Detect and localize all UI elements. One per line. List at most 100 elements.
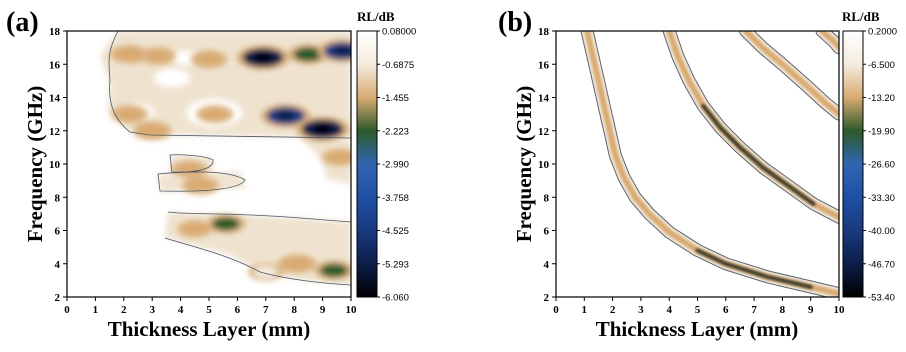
- colorbar-labels-a: 0.08000 -0.6875 -1.455 -2.223 -2.990 -3.758 -4…: [377, 27, 416, 304]
- colorbar-title-a: RL/dB: [357, 9, 395, 24]
- colorbar-title-b: RL/dB: [842, 9, 880, 24]
- x-tick-label-b-3: 3: [638, 304, 644, 316]
- feature-core-a-7: [187, 179, 214, 192]
- y-tick-label-b-7: 16: [538, 59, 550, 71]
- contours-a: [108, 31, 351, 286]
- band-b-2: [739, 31, 839, 121]
- x-tick-label-b-4: 4: [666, 304, 672, 316]
- colorbar-label-b-2: -13.20: [868, 93, 895, 104]
- x-tick-label-b-2: 2: [610, 304, 616, 316]
- feature-peak-a-17: [253, 52, 273, 63]
- colorbar-label-b-3: -19.90: [868, 126, 895, 137]
- y-tick-label-b-8: 18: [538, 26, 550, 38]
- y-tick-label-a-5: 12: [49, 126, 61, 138]
- panel-letter-b: (b): [498, 7, 532, 38]
- x-tick-label-b-5: 5: [695, 304, 701, 316]
- y-tick-label-a-4: 10: [49, 159, 61, 171]
- colorbar-label-a-3: -2.223: [382, 126, 409, 137]
- y-tick-label-a-0: 2: [55, 292, 61, 304]
- x-ticks-b: 0 1 2 3 4 5 6 7 8 9 10: [553, 297, 845, 316]
- y-tick-label-b-0: 2: [544, 292, 550, 304]
- feature-core-a-0: [254, 266, 278, 278]
- y-axis-title-a: Frequency (GHz): [23, 86, 47, 243]
- band-core-b-2: [742, 31, 839, 118]
- x-tick-label-a-9: 9: [320, 304, 326, 316]
- y-tick-label-b-2: 6: [544, 226, 550, 238]
- feature-peak-a-18: [313, 124, 333, 134]
- x-tick-label-a-6: 6: [235, 304, 241, 316]
- hole-a-2: [154, 69, 190, 87]
- feature-peak-a-16: [277, 111, 295, 121]
- colorbar-label-a-2: -1.455: [382, 93, 409, 104]
- feature-core-a-1: [327, 151, 351, 164]
- colorbar-label-b-4: -26.60: [868, 160, 895, 171]
- colorbar-label-b-6: -40.00: [868, 226, 895, 237]
- x-ticks-a: 0 1 2 3 4 5 6 7 8 9 10: [64, 297, 357, 316]
- y-tick-label-a-2: 6: [55, 226, 61, 238]
- x-tick-label-b-6: 6: [723, 304, 729, 316]
- x-tick-label-b-10: 10: [834, 304, 846, 316]
- colorbar-label-a-5: -3.758: [382, 193, 409, 204]
- feature-core-a-13: [320, 263, 348, 278]
- band-deep-b-0: [695, 248, 813, 289]
- x-axis-title-a: Thickness Layer (mm): [108, 317, 311, 341]
- y-tick-label-a-7: 16: [49, 59, 61, 71]
- feature-core-a-4: [145, 50, 171, 62]
- feature-core-a-9: [115, 47, 143, 61]
- x-tick-label-b-7: 7: [751, 304, 757, 316]
- y-tick-label-b-3: 8: [544, 192, 550, 204]
- colorbar-labels-b: 0.2000 -6.500 -13.20 -19.90 -26.60 -33.30 -40.…: [863, 27, 897, 304]
- x-tick-label-a-2: 2: [121, 304, 127, 316]
- colorbar-label-b-7: -46.70: [868, 259, 895, 270]
- y-tick-label-a-1: 4: [55, 259, 61, 271]
- heatmap-b: [580, 31, 839, 297]
- x-tick-label-a-3: 3: [149, 304, 155, 316]
- x-tick-label-a-1: 1: [93, 304, 99, 316]
- y-axis-title-b: Frequency (GHz): [512, 86, 536, 243]
- heatmap-a-features: [109, 39, 351, 281]
- colorbar-b: [842, 30, 864, 298]
- x-axis-title-b: Thickness Layer (mm): [596, 317, 799, 341]
- colorbar-a: [356, 30, 378, 298]
- y-tick-label-a-8: 18: [49, 26, 61, 38]
- band-b-3: [815, 31, 839, 55]
- colorbar-label-a-7: -5.293: [382, 259, 409, 270]
- colorbar-label-a-6: -4.525: [382, 226, 409, 237]
- x-tick-label-b-0: 0: [553, 304, 559, 316]
- feature-core-a-11: [283, 257, 311, 271]
- colorbar-label-b-0: 0.2000: [868, 27, 897, 38]
- colorbar-label-b-8: -53.40: [868, 293, 895, 304]
- x-tick-label-b-8: 8: [780, 304, 786, 316]
- y-tick-label-b-4: 10: [538, 159, 550, 171]
- y-tick-label-a-6: 14: [49, 93, 61, 105]
- y-ticks-b: 2 4 6 8 10 12 14 16 18: [538, 26, 556, 304]
- colorbar-label-a-8: -6.060: [382, 293, 409, 304]
- x-tick-label-a-5: 5: [206, 304, 212, 316]
- colorbar-label-b-1: -6.500: [868, 60, 895, 71]
- colorbar-label-a-4: -2.990: [382, 160, 409, 171]
- y-tick-label-b-6: 14: [538, 93, 550, 105]
- band-b-0: [580, 31, 839, 297]
- x-tick-label-a-10: 10: [346, 304, 358, 316]
- x-tick-label-b-1: 1: [582, 304, 588, 316]
- panel-letter-a: (a): [6, 7, 39, 38]
- band-core-b-3: [819, 31, 839, 51]
- feature-core-a-3: [182, 223, 207, 235]
- feature-core-a-14: [293, 47, 324, 62]
- band-b-1: [662, 31, 839, 224]
- colorbar-label-b-5: -33.30: [868, 193, 895, 204]
- feature-core-a-8: [116, 107, 143, 121]
- heatmap-a: [100, 31, 351, 286]
- band-deep-b-1: [701, 103, 816, 206]
- x-tick-label-b-9: 9: [808, 304, 814, 316]
- colorbar-label-a-1: -0.6875: [382, 60, 414, 71]
- y-tick-label-b-1: 4: [544, 259, 550, 271]
- colorbar-label-a-0: 0.08000: [382, 27, 416, 38]
- y-tick-label-b-5: 12: [538, 126, 550, 138]
- feature-peak-a-15: [334, 46, 351, 56]
- x-tick-label-a-0: 0: [64, 304, 70, 316]
- x-tick-label-a-7: 7: [263, 304, 269, 316]
- x-tick-label-a-8: 8: [291, 304, 297, 316]
